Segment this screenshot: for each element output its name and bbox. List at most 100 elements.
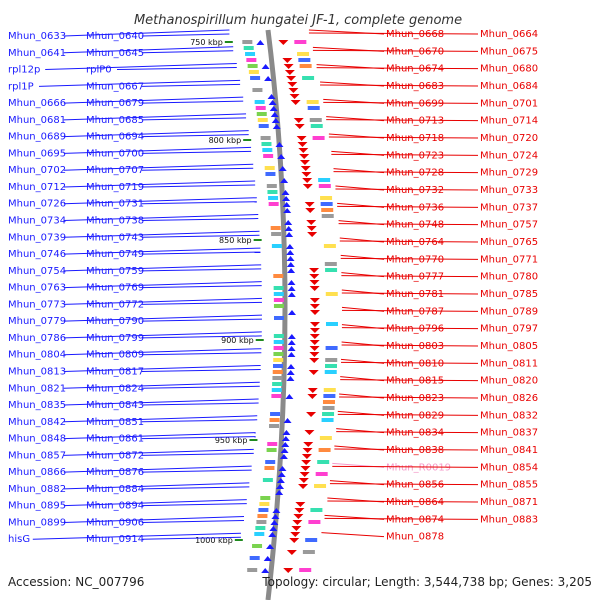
- kbp-label: 750 kbp: [190, 38, 223, 47]
- forward-arrow: [287, 352, 295, 357]
- right-gene-label: Mhun_0713: [386, 116, 444, 127]
- kbp-label: 850 kbp: [219, 236, 252, 245]
- feature-block: [311, 124, 323, 128]
- forward-arrow: [256, 40, 264, 45]
- reverse-arrow: [310, 328, 320, 333]
- reverse-arrow: [299, 478, 309, 483]
- reverse-arrow: [278, 40, 288, 45]
- left-gene-label: Mhun_0734: [8, 216, 66, 227]
- right-leader-line: [342, 310, 478, 311]
- left-gene-label: Mhun_0679: [86, 98, 144, 109]
- feature-block: [272, 382, 282, 386]
- feature-block: [324, 388, 336, 392]
- forward-arrow: [261, 568, 269, 573]
- right-gene-label: Mhun_0878: [386, 532, 444, 543]
- feature-block: [273, 274, 283, 278]
- left-leader-line: [142, 319, 262, 321]
- forward-arrow: [287, 280, 295, 285]
- left-gene-label: Mhun_0681: [8, 115, 66, 126]
- right-gene-label: Mhun_0674: [386, 64, 444, 75]
- feature-block: [325, 262, 337, 266]
- right-gene-label: Mhun_0771: [480, 254, 538, 265]
- right-gene-label: Mhun_0803: [386, 341, 444, 352]
- feature-block: [274, 316, 284, 320]
- right-gene-label: Mhun_0770: [386, 254, 444, 265]
- map-title: Methanospirillum hungatei JF-1, complete…: [134, 13, 462, 28]
- right-gene-label: Mhun_R0019: [386, 462, 451, 473]
- right-gene-label: Mhun_0733: [480, 185, 538, 196]
- reverse-arrow: [309, 268, 319, 273]
- reverse-arrow: [300, 472, 310, 477]
- left-gene-label: rpl1P: [8, 81, 34, 92]
- feature-block: [314, 484, 326, 488]
- left-gene-label: Mhun_0876: [86, 467, 144, 478]
- reverse-arrow: [307, 394, 317, 399]
- right-gene-label: Mhun_0832: [480, 410, 538, 421]
- feature-block: [299, 568, 311, 572]
- feature-block: [262, 148, 272, 152]
- reverse-arrow: [309, 370, 319, 375]
- right-gene-label: Mhun_0810: [386, 358, 444, 369]
- forward-arrow: [288, 286, 296, 291]
- reverse-arrow: [304, 430, 314, 435]
- feature-block: [322, 214, 334, 218]
- feature-block: [325, 364, 337, 368]
- right-leader-line: [334, 449, 478, 450]
- left-gene-label: Mhun_0899: [8, 517, 66, 528]
- reverse-arrow: [309, 358, 319, 363]
- feature-block: [252, 88, 262, 92]
- left-gene-label: Mhun_0857: [8, 450, 66, 461]
- feature-block: [323, 400, 335, 404]
- forward-arrow: [286, 376, 294, 381]
- reverse-arrow: [293, 514, 303, 519]
- feature-block: [313, 136, 325, 140]
- feature-block: [302, 76, 314, 80]
- right-leader-line: [340, 380, 478, 381]
- feature-block: [252, 544, 262, 548]
- right-leader-line: [337, 206, 478, 207]
- forward-arrow: [285, 394, 293, 399]
- reverse-arrow: [298, 148, 308, 153]
- reverse-arrow: [303, 442, 313, 447]
- feature-block: [270, 412, 280, 416]
- right-gene-label: Mhun_0680: [480, 64, 538, 75]
- right-leader-line: [331, 154, 478, 155]
- left-leader-line: [142, 470, 252, 472]
- feature-block: [260, 496, 270, 500]
- reverse-arrow: [289, 538, 299, 543]
- feature-block: [323, 394, 335, 398]
- right-leader-line: [336, 432, 478, 433]
- reverse-arrow: [292, 520, 302, 525]
- left-gene-label: Mhun_0645: [86, 48, 144, 59]
- feature-block: [274, 292, 284, 296]
- forward-arrow: [287, 268, 295, 273]
- feature-block: [269, 424, 279, 428]
- reverse-arrow: [310, 340, 320, 345]
- feature-block: [261, 142, 271, 146]
- left-gene-label: Mhun_0843: [86, 400, 144, 411]
- feature-block: [261, 136, 271, 140]
- feature-block: [263, 154, 273, 158]
- left-leader-line: [142, 84, 240, 86]
- right-gene-label: Mhun_0856: [386, 480, 444, 491]
- left-gene-label: Mhun_0804: [8, 350, 66, 361]
- left-gene-label: Mhun_0835: [8, 400, 66, 411]
- forward-arrow: [287, 256, 295, 261]
- reverse-arrow: [297, 142, 307, 147]
- feature-block: [264, 466, 274, 470]
- right-gene-label: Mhun_0718: [386, 133, 444, 144]
- left-gene-label: Mhun_0772: [86, 299, 144, 310]
- left-leader-line: [142, 34, 230, 36]
- accession-text: Accession: NC_007796: [8, 575, 144, 589]
- feature-block: [257, 514, 267, 518]
- feature-block: [272, 388, 282, 392]
- left-gene-label: Mhun_0640: [86, 31, 144, 42]
- left-leader-line: [142, 252, 261, 254]
- feature-block: [269, 202, 279, 206]
- right-leader-line: [320, 85, 478, 86]
- reverse-arrow: [302, 454, 312, 459]
- forward-arrow: [288, 346, 296, 351]
- feature-block: [247, 568, 257, 572]
- feature-block: [256, 520, 266, 524]
- left-gene-label: Mhun_0746: [8, 249, 66, 260]
